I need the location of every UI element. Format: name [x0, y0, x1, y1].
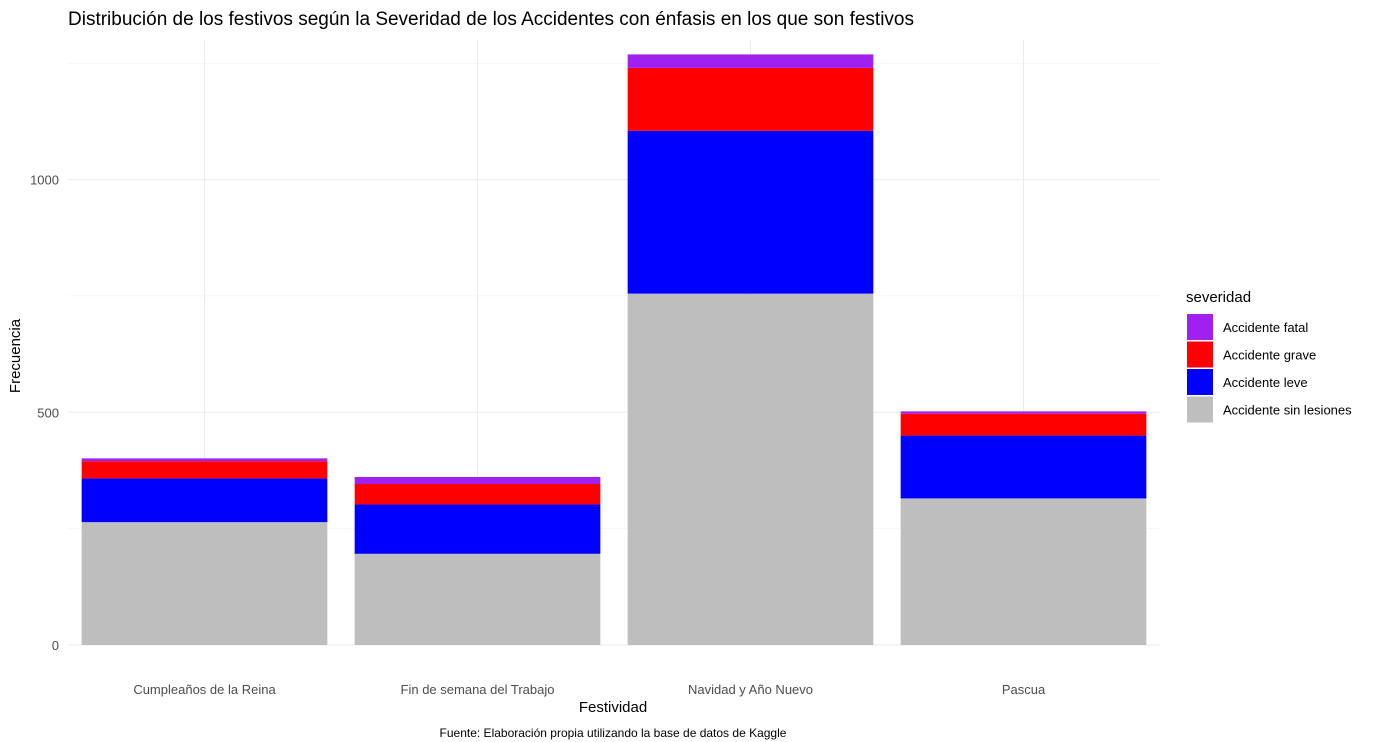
legend-title: severidad — [1186, 289, 1251, 306]
bar-segment — [627, 67, 874, 131]
legend-swatch — [1187, 341, 1213, 368]
bar-segment — [900, 498, 1147, 645]
caption: Fuente: Elaboración propia utilizando la… — [440, 726, 787, 740]
bar-segment — [81, 458, 328, 462]
bar-segment — [354, 504, 601, 554]
y-axis-title: Frecuencia — [7, 318, 24, 393]
legend-label: Accidente grave — [1223, 348, 1316, 363]
legend-swatch — [1187, 314, 1213, 340]
legend-label: Accidente leve — [1223, 375, 1308, 390]
bar-segment — [627, 130, 874, 294]
y-tick-label: 0 — [52, 638, 59, 653]
x-tick-label: Navidad y Año Nuevo — [688, 682, 813, 697]
bar-segment — [627, 54, 874, 68]
legend-label: Accidente fatal — [1223, 320, 1308, 335]
bar-segment — [81, 522, 328, 645]
x-tick-label: Fin de semana del Trabajo — [401, 682, 555, 697]
x-tick-label: Cumpleaños de la Reina — [133, 682, 276, 697]
bar-segment — [81, 461, 328, 479]
chart-title: Distribución de los festivos según la Se… — [68, 9, 914, 30]
legend-swatch — [1187, 369, 1213, 395]
bar-segment — [354, 553, 601, 645]
bar-segment — [354, 483, 601, 505]
bars — [81, 54, 1147, 645]
bar-segment — [900, 411, 1147, 414]
bar-segment — [81, 478, 328, 523]
y-axis-ticks: 0 500 1000 — [30, 173, 59, 653]
bar-segment — [627, 293, 874, 645]
legend-swatch — [1187, 396, 1213, 423]
bar-segment — [900, 413, 1147, 436]
x-axis-ticks: Cumpleaños de la Reina Fin de semana del … — [133, 682, 1046, 697]
y-tick-label: 500 — [37, 405, 59, 420]
y-tick-label: 1000 — [30, 173, 59, 188]
x-tick-label: Pascua — [1002, 682, 1046, 697]
legend-label: Accidente sin lesiones — [1223, 403, 1352, 418]
bar-segment — [354, 476, 601, 484]
legend: severidad Accidente fatal Accidente grave… — [1186, 289, 1352, 423]
bar-segment — [900, 435, 1147, 499]
x-axis-title: Festividad — [579, 699, 647, 716]
